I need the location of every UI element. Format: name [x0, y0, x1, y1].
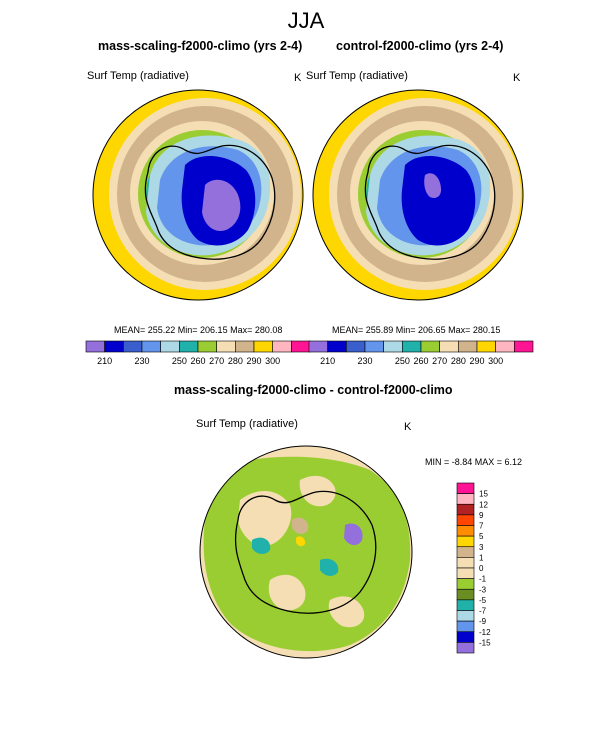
panel-2-title: control-f2000-climo (yrs 2-4) — [336, 39, 504, 53]
panel-2-colorbar-label: 230 — [357, 356, 372, 366]
panel-2-colorbar-swatch — [346, 340, 366, 353]
panel-2-colorbar-label: 300 — [488, 356, 503, 366]
panel-3-colorbar-label: -7 — [479, 607, 487, 616]
panel-1-variable: Surf Temp (radiative) — [87, 70, 189, 82]
panel-2-variable: Surf Temp (radiative) — [306, 70, 408, 82]
panel-3-colorbar-label: 3 — [479, 543, 484, 552]
panel-2-colorbar-swatch — [402, 340, 422, 353]
panel-3-colorbar-label: 7 — [479, 522, 484, 531]
panel-1-units: K — [294, 72, 302, 84]
panel-2-colorbar-swatch — [420, 340, 440, 353]
panel-1-colorbar-label: 300 — [265, 356, 280, 366]
panel-2-units: K — [513, 72, 521, 84]
panel-3-colorbar-swatch — [456, 610, 475, 622]
panel-3-colorbar-label: 15 — [479, 490, 488, 499]
panel-3-colorbar-label: 9 — [479, 511, 484, 520]
panel-3-colorbar-label: 12 — [479, 500, 488, 509]
panel-1-title: mass-scaling-f2000-climo (yrs 2-4) — [98, 39, 303, 53]
panel-3-colorbar-label: -1 — [479, 575, 487, 584]
panel-2-colorbar-label: 290 — [469, 356, 484, 366]
panel-2-colorbar-swatch — [495, 340, 515, 353]
panel-2-colorbar-label: 210 — [320, 356, 335, 366]
panel-1-colorbar: 210 230 250 260 270 280 290 300 — [85, 340, 311, 366]
panel-3-colorbar-swatch — [456, 493, 475, 505]
panel-2-colorbar-swatch — [308, 340, 328, 353]
panel-2-colorbar-swatch — [439, 340, 459, 353]
panel-1-colorbar-swatch — [179, 340, 199, 353]
panel-2-colorbar-swatch — [383, 340, 403, 353]
panel-2-colorbar-swatch — [458, 340, 478, 353]
panel-1-colorbar-label: 270 — [209, 356, 224, 366]
panel-1-colorbar-swatch — [235, 340, 255, 353]
panel-3-colorbar-label: -9 — [479, 617, 487, 626]
panel-1-colorbar-label: 280 — [228, 356, 243, 366]
panel-2-stats: MEAN= 255.89 Min= 206.65 Max= 280.15 — [332, 325, 501, 335]
panel-3-colorbar-label: -12 — [479, 628, 491, 637]
panel-1-map — [93, 90, 303, 300]
panel-1-colorbar-swatch — [253, 340, 273, 353]
panel-3-title: mass-scaling-f2000-climo - control-f2000… — [174, 383, 453, 397]
panel-3-colorbar-swatch — [456, 631, 475, 643]
panel-1-colorbar-swatch — [197, 340, 217, 353]
panel-1-colorbar-swatch — [104, 340, 124, 353]
panel-3-colorbar-label: 5 — [479, 532, 484, 541]
panel-2-colorbar-label: 270 — [432, 356, 447, 366]
panel-3-colorbar-swatch — [456, 567, 475, 579]
panel-1-colorbar-label: 260 — [190, 356, 205, 366]
panel-2-colorbar-swatch — [514, 340, 534, 353]
panel-2-colorbar-label: 250 — [395, 356, 410, 366]
panel-3-map — [200, 446, 412, 658]
panel-1-colorbar-label: 250 — [172, 356, 187, 366]
panel-2-colorbar-swatch — [364, 340, 384, 353]
panel-3-colorbar-label: 1 — [479, 553, 484, 562]
panel-2-colorbar: 210 230 250 260 270 280 290 300 — [308, 340, 534, 366]
panel-1-colorbar-swatch — [291, 340, 311, 353]
panel-1-stats: MEAN= 255.22 Min= 206.15 Max= 280.08 — [114, 325, 283, 335]
panel-1-map-border — [92, 89, 304, 301]
panel-3-map-border — [199, 445, 413, 659]
panel-2-colorbar-label: 280 — [451, 356, 466, 366]
panel-3-colorbar-swatch — [456, 525, 475, 537]
panel-3-colorbar-swatch — [456, 599, 475, 611]
panel-1-colorbar-swatch — [85, 340, 105, 353]
panel-3-colorbar-swatch — [456, 482, 475, 494]
panel-1-colorbar-swatch — [272, 340, 292, 353]
panel-1-colorbar-label: 210 — [97, 356, 112, 366]
panel-1-colorbar-label: 290 — [246, 356, 261, 366]
panel-3-colorbar-label: -3 — [479, 585, 487, 594]
panel-3-colorbar-swatch — [456, 514, 475, 526]
panel-3-units: K — [404, 421, 412, 433]
panel-3-colorbar-swatch — [456, 642, 475, 654]
panel-1-colorbar-swatch — [160, 340, 180, 353]
panel-3-colorbar-label: 0 — [479, 564, 484, 573]
panel-3-colorbar-swatch — [456, 578, 475, 590]
panel-2-colorbar-swatch — [476, 340, 496, 353]
panel-2-colorbar-label: 260 — [413, 356, 428, 366]
panel-2-map — [313, 90, 523, 300]
panel-3-colorbar-swatch — [456, 546, 475, 558]
panel-1-colorbar-swatch — [141, 340, 161, 353]
panel-3-colorbar-swatch — [456, 557, 475, 569]
panel-3-colorbar-swatch — [456, 503, 475, 516]
panel-3-colorbar-swatch — [456, 620, 475, 633]
panel-3-variable: Surf Temp (radiative) — [196, 418, 298, 430]
panel-1-colorbar-label: 230 — [134, 356, 149, 366]
panel-1-colorbar-swatch — [123, 340, 143, 353]
panel-3-colorbar-swatch — [456, 535, 475, 548]
panel-2-map-border — [312, 89, 524, 301]
panel-3-colorbar-label: -5 — [479, 596, 487, 605]
panel-1-colorbar-swatch — [216, 340, 236, 353]
season-title: JJA — [287, 8, 325, 33]
panel-3-colorbar-swatch — [456, 588, 475, 601]
panel-3-stats: MIN = -8.84 MAX = 6.12 — [425, 457, 523, 467]
panel-3-colorbar-label: -15 — [479, 638, 491, 647]
panel-2-colorbar-swatch — [327, 340, 347, 353]
